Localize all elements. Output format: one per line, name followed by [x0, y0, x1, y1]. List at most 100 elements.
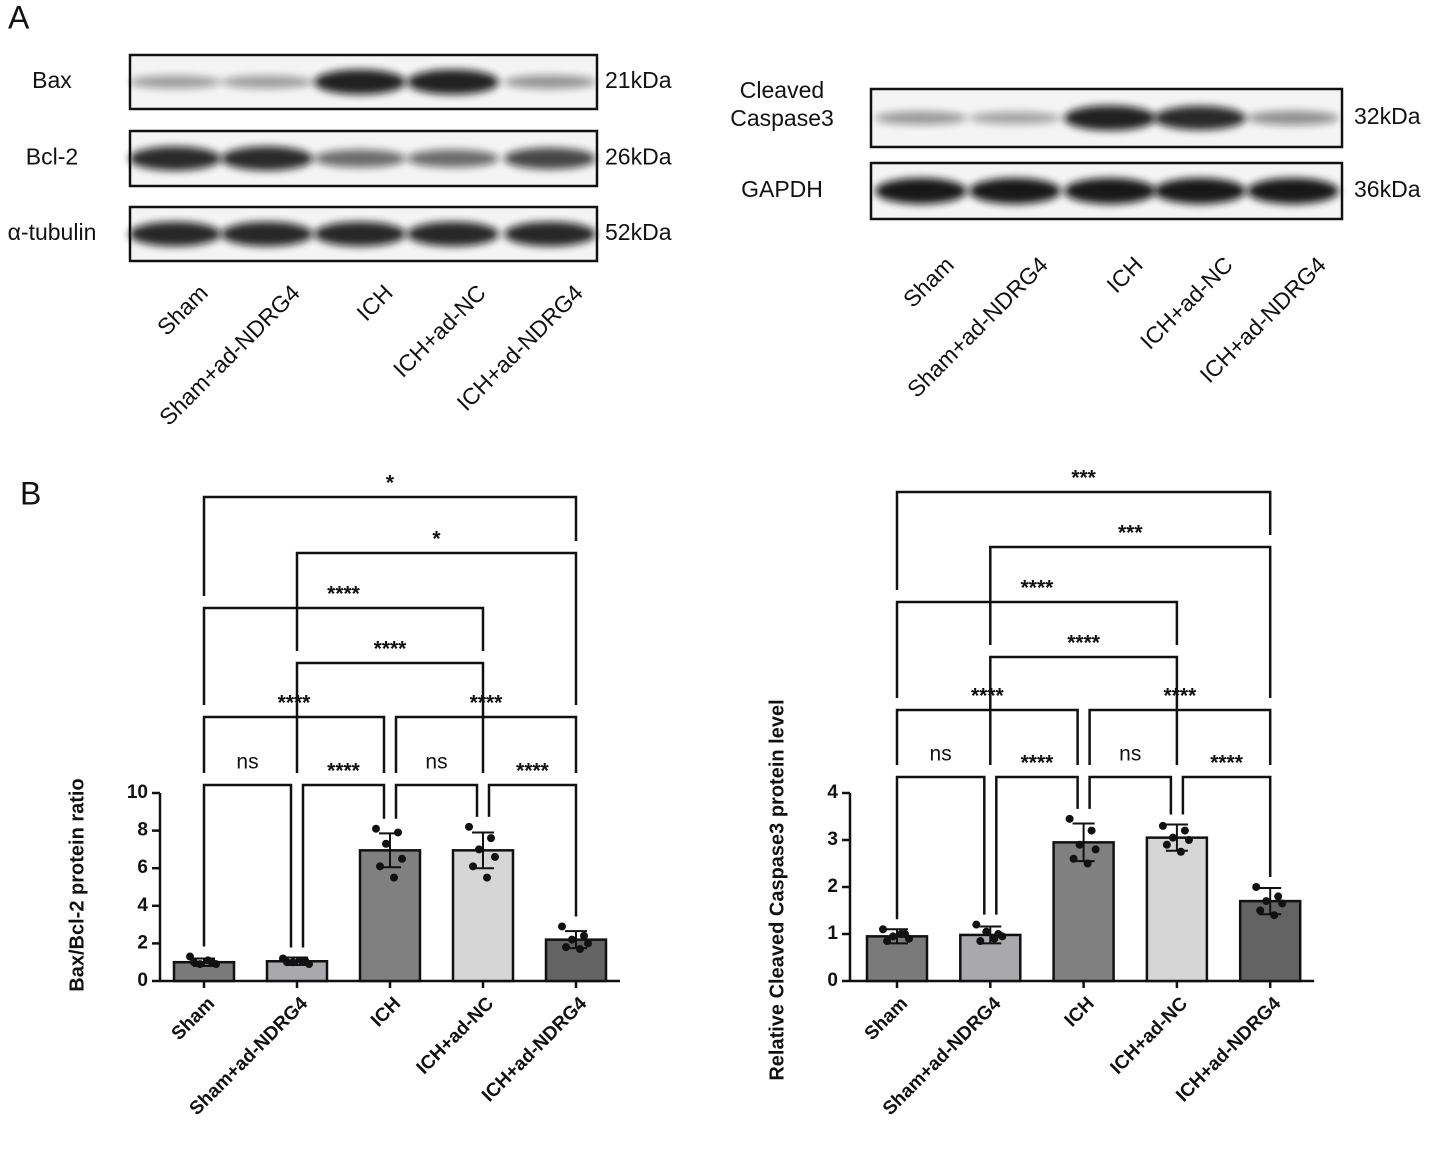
y-tick-label: 3: [827, 829, 838, 850]
significance-bracket: [301, 783, 386, 948]
x-tick-label: ICH+ad-NC: [413, 993, 499, 1079]
data-point: [998, 932, 1007, 941]
y-tick-label: 2: [827, 876, 838, 897]
blot-band: [1064, 178, 1156, 204]
blot-row-label: GAPDH: [741, 176, 823, 202]
data-point: [879, 925, 887, 934]
data-point: [976, 937, 985, 946]
significance-label: ****: [971, 685, 1005, 708]
significance-bracket: [895, 708, 1079, 765]
blot-row-label: Cleaved: [740, 77, 824, 103]
data-point: [1075, 840, 1084, 849]
data-point: [982, 927, 991, 936]
data-point: [1065, 814, 1074, 823]
significance-label: ns: [236, 751, 258, 774]
significance-bracket: [202, 783, 293, 948]
significance-bracket: [295, 661, 485, 773]
data-point: [1274, 892, 1283, 901]
data-point: [1184, 836, 1193, 844]
blot-band: [1154, 178, 1246, 204]
data-point: [491, 852, 499, 861]
blot-band: [1247, 178, 1339, 204]
blot-band: [221, 221, 313, 247]
panel-label: B: [20, 475, 41, 511]
lane-label: Sham: [898, 251, 959, 312]
significance-bracket: [995, 775, 1079, 915]
significance-bracket: [1088, 775, 1173, 815]
blot-band: [129, 146, 221, 171]
blot-row-label: Caspase3: [730, 105, 834, 131]
significance-bracket: [989, 545, 1272, 698]
data-point: [398, 854, 406, 863]
significance-label: ****: [1021, 752, 1055, 775]
data-point: [390, 873, 398, 882]
data-point: [1176, 847, 1185, 856]
blot-row-label: Bcl-2: [26, 144, 78, 170]
significance-label: ****: [470, 692, 504, 715]
data-point: [897, 930, 905, 938]
bar: [451, 849, 515, 983]
data-point: [289, 958, 297, 967]
blot-band: [407, 69, 499, 95]
x-tick-label: Sham: [861, 993, 912, 1044]
blot-row-label: α-tubulin: [8, 219, 97, 245]
data-point: [905, 934, 913, 943]
panel-label: A: [8, 0, 30, 35]
blot-band: [969, 178, 1061, 204]
blot-row-label: Bax: [32, 67, 72, 93]
bar: [1052, 841, 1115, 983]
blot-band: [129, 75, 221, 89]
lane-label: ICH+ad-NC: [1135, 251, 1238, 354]
blot-size-label: 36kDa: [1354, 176, 1421, 202]
significance-label: ns: [425, 751, 447, 774]
significance-bracket: [895, 490, 1272, 590]
data-point: [283, 958, 291, 967]
significance-label: ****: [374, 638, 408, 661]
significance-bracket: [895, 775, 986, 920]
data-point: [1087, 826, 1096, 835]
data-point: [1252, 883, 1261, 891]
significance-label: *: [386, 472, 395, 495]
data-point: [1180, 826, 1189, 835]
blot-band: [221, 75, 313, 89]
data-point: [186, 952, 194, 961]
blot-band: [314, 149, 406, 168]
data-point: [376, 862, 384, 871]
blot-band: [1154, 105, 1246, 131]
x-tick-label: ICH+ad-NC: [1107, 993, 1193, 1079]
y-axis-label: Bax/Bcl-2 protein ratio: [66, 778, 88, 991]
significance-label: ***: [1118, 522, 1143, 545]
blot-band: [969, 111, 1061, 125]
data-point: [465, 822, 473, 831]
blot-band: [129, 221, 221, 247]
y-tick-label: 0: [137, 970, 148, 991]
data-point: [584, 939, 592, 948]
lane-label: Sham: [152, 279, 213, 340]
data-point: [883, 937, 891, 946]
y-tick-label: 10: [127, 782, 148, 803]
data-point: [1162, 840, 1171, 849]
data-point: [475, 845, 483, 854]
y-tick-label: 6: [137, 857, 148, 878]
data-point: [580, 931, 588, 940]
x-tick-label: Sham: [168, 993, 219, 1044]
data-point: [469, 862, 477, 871]
significance-label: ****: [1021, 577, 1055, 600]
data-point: [1262, 897, 1271, 906]
data-point: [487, 834, 495, 843]
x-tick-label: ICH: [1061, 993, 1099, 1031]
data-point: [212, 960, 220, 969]
x-tick-label: ICH: [367, 993, 405, 1031]
data-point: [990, 934, 999, 943]
blot-band: [314, 221, 406, 247]
blot-size-label: 21kDa: [605, 67, 672, 93]
bar: [358, 849, 422, 983]
data-point: [568, 935, 576, 944]
data-point: [1083, 859, 1092, 868]
data-point: [394, 828, 402, 837]
significance-label: ***: [1071, 467, 1096, 490]
significance-bracket: [202, 495, 578, 596]
blot-band: [1247, 110, 1339, 126]
significance-label: ns: [1119, 743, 1141, 766]
